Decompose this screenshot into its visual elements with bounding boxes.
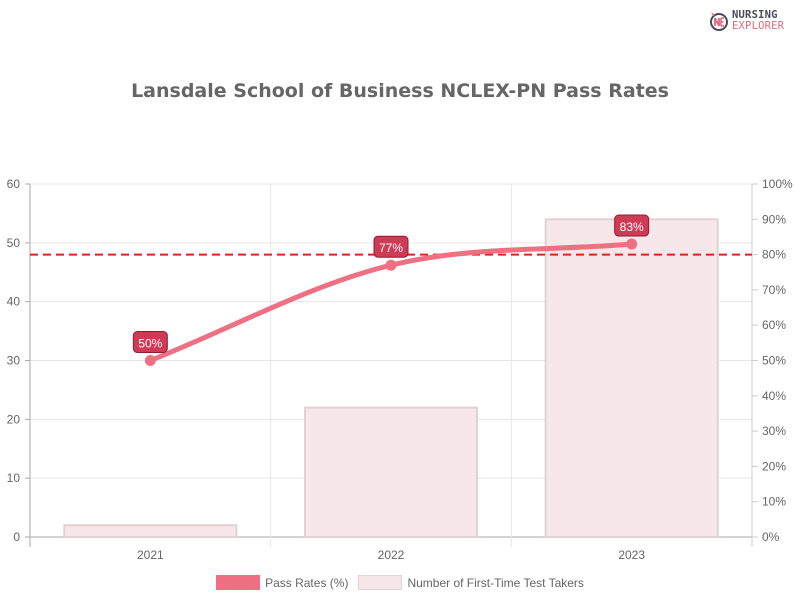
x-axis-tick-label: 2021	[137, 548, 164, 562]
left-axis-tick-label: 0	[13, 530, 20, 544]
right-axis-tick-label: 50%	[762, 354, 786, 368]
legend-item-test-takers[interactable]: Number of First-Time Test Takers	[358, 575, 584, 590]
left-axis-tick-label: 40	[7, 295, 21, 309]
left-axis-tick-label: 60	[7, 177, 21, 191]
data-label-2022: 77%	[379, 241, 403, 255]
right-axis-tick-label: 60%	[762, 318, 786, 332]
right-axis-tick-label: 10%	[762, 495, 786, 509]
data-label-bg	[614, 214, 650, 237]
nursing-explorer-logo-icon	[710, 12, 728, 31]
right-axis-tick-label: 40%	[762, 389, 786, 403]
legend-label-test-takers: Number of First-Time Test Takers	[407, 575, 584, 590]
left-axis-tick-label: 50	[7, 236, 21, 250]
nursing-explorer-logo: NURSING EXPLORER	[710, 8, 795, 36]
x-axis-tick-label: 2023	[618, 548, 645, 562]
bar-2023	[544, 218, 719, 539]
legend: Pass Rates (%) Number of First-Time Test…	[0, 575, 800, 590]
right-axis-tick-label: 20%	[762, 459, 786, 473]
bar-2022	[303, 406, 479, 539]
logo-text-line2: EXPLORER	[732, 20, 785, 32]
pass-rate-point-2022	[385, 259, 397, 271]
legend-item-pass-rates[interactable]: Pass Rates (%)	[216, 575, 348, 590]
bar-2021	[63, 524, 238, 539]
right-axis-tick-label: 30%	[762, 424, 786, 438]
legend-swatch-bar	[358, 575, 403, 590]
logo-text-line1: NURSING	[732, 9, 778, 21]
left-axis-tick-label: 20	[7, 412, 21, 426]
right-axis-tick-label: 0%	[762, 530, 780, 544]
pass-rate-point-2021	[144, 355, 156, 366]
legend-swatch-line	[216, 575, 261, 590]
line-series	[144, 238, 638, 366]
right-axis-tick-label: 70%	[762, 283, 786, 297]
left-axis-tick-label: 10	[7, 471, 21, 485]
left-axis-tick-label: 30	[7, 354, 21, 368]
right-axis-tick-label: 90%	[762, 212, 786, 226]
data-label-2021: 50%	[138, 337, 162, 351]
bar-series	[63, 218, 719, 539]
data-label-bg	[132, 331, 168, 353]
legend-label-pass-rates: Pass Rates (%)	[265, 575, 349, 590]
right-axis-tick-label: 100%	[762, 177, 793, 191]
pass-rate-point-2023	[626, 238, 638, 250]
axes: 0 10 20 30 40 50 60 0% 10% 20% 30% 40% 50% 60% 70% 80% 9…	[7, 177, 793, 562]
x-axis-tick-label: 2022	[378, 548, 405, 562]
data-label-2023: 83%	[620, 220, 644, 234]
chart-title: Lansdale School of Business NCLEX-PN Pas…	[131, 80, 669, 102]
data-label-bg	[373, 235, 409, 258]
data-labels: 50% 77% 83%	[132, 214, 650, 353]
right-axis-tick-label: 80%	[762, 248, 786, 262]
